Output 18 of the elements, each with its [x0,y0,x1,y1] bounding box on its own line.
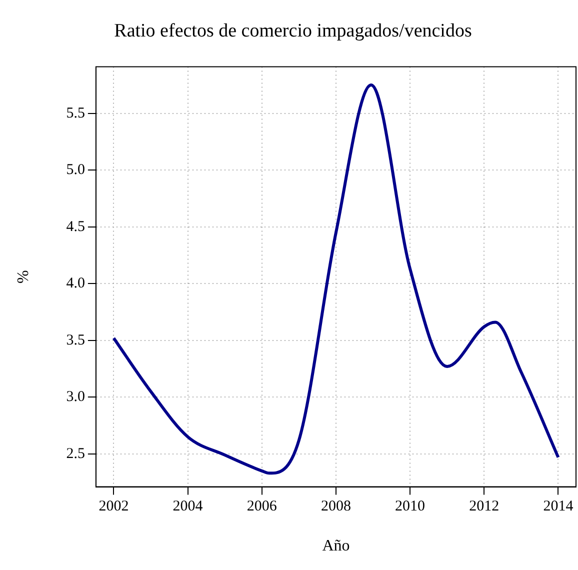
line-series [112,83,560,475]
x-tick-label: 2010 [395,498,426,515]
y-axis-title: % [14,270,32,284]
y-tick-label: 3.5 [66,332,85,348]
x-tick-label: 2012 [469,498,500,515]
y-tick-label: 5.5 [66,105,85,122]
x-tick-label: 2006 [246,498,278,515]
x-axis-title: Año [322,538,350,555]
y-tick-label: 4.5 [66,218,85,235]
x-tick-label: 2004 [172,498,204,515]
chart-title: Ratio efectos de comercio impagados/vencidos [114,20,472,42]
x-tick-label: 2002 [98,498,129,515]
x-tick-label: 2014 [543,498,574,515]
y-tick-label: 2.5 [66,446,85,462]
y-tick-label: 4.0 [66,276,85,292]
y-tick-label: 3.0 [66,389,85,406]
x-tick-label: 2008 [320,498,351,515]
y-tick-label: 5.0 [66,162,85,178]
